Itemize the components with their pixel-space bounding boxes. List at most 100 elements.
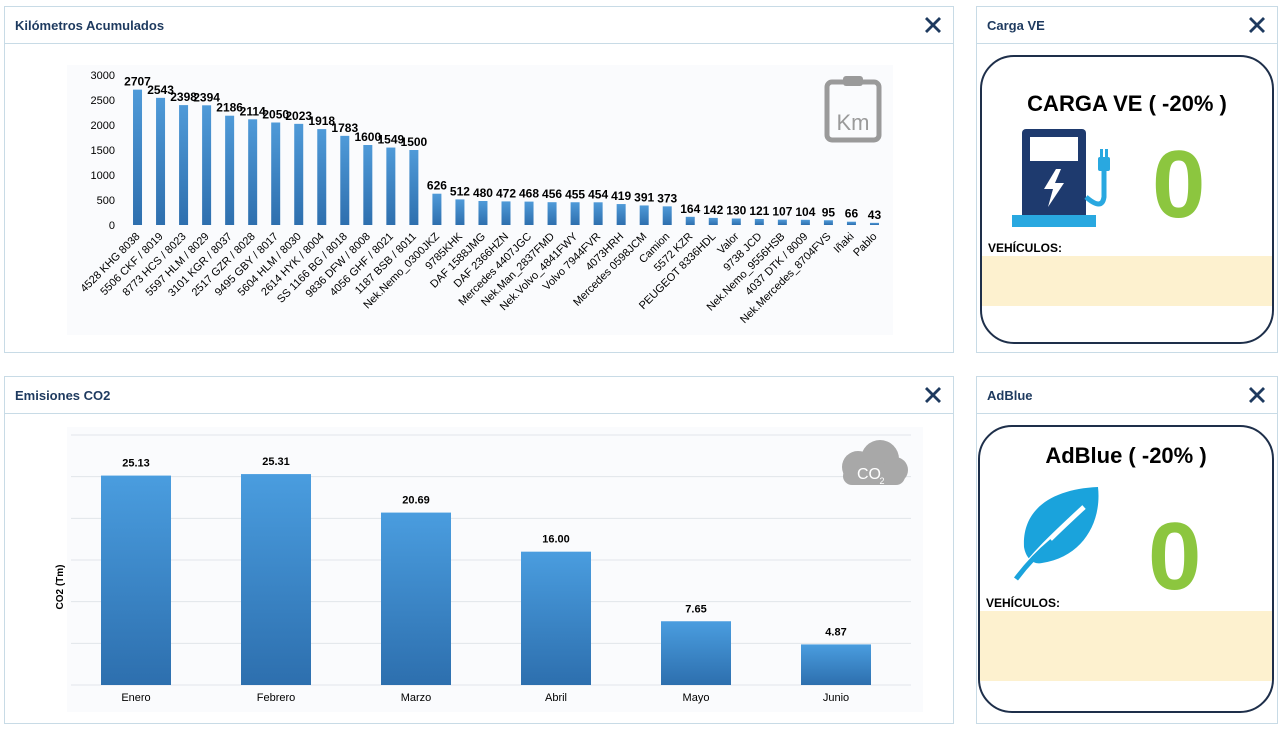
adblue-vehicles-label: VEHÍCULOS: bbox=[986, 596, 1061, 610]
km-bar bbox=[340, 135, 350, 225]
km-bar-value: 1783 bbox=[331, 121, 358, 135]
adblue-panel: AdBlue AdBlue ( -20% ) 0 VEHÍCULOS: bbox=[976, 376, 1278, 724]
co2-icon-sub: 2 bbox=[879, 476, 884, 486]
km-bar-value: 1549 bbox=[377, 133, 404, 147]
km-bar bbox=[731, 218, 741, 225]
km-bar-value: 1500 bbox=[401, 135, 428, 149]
co2-category-label: Mayo bbox=[683, 692, 710, 704]
co2-bar bbox=[661, 621, 731, 685]
km-bar-value: 419 bbox=[611, 189, 631, 203]
km-bar bbox=[685, 216, 695, 225]
km-bar-value: 43 bbox=[868, 208, 882, 222]
co2-bar bbox=[521, 551, 591, 685]
km-panel-header: Kilómetros Acumulados bbox=[5, 7, 953, 44]
km-bar bbox=[708, 217, 718, 225]
km-bar-value: 95 bbox=[822, 205, 836, 219]
km-bar-value: 512 bbox=[450, 184, 470, 198]
km-bar bbox=[524, 201, 534, 225]
km-bar-value: 456 bbox=[542, 187, 562, 201]
co2-bar bbox=[381, 512, 451, 685]
co2-category-label: Febrero bbox=[257, 692, 296, 704]
carga-panel: Carga VE CARGA VE ( -20% ) 0 VEHÍCULOS: bbox=[976, 6, 1278, 353]
km-bar-value: 2186 bbox=[216, 101, 243, 115]
km-bar-value: 104 bbox=[795, 205, 815, 219]
km-bar-value: 2707 bbox=[124, 75, 151, 89]
km-bar bbox=[363, 145, 373, 225]
co2-bar bbox=[801, 644, 871, 685]
carga-panel-header: Carga VE bbox=[977, 7, 1277, 44]
km-bar-value: 2543 bbox=[147, 83, 174, 97]
km-bar bbox=[869, 222, 879, 225]
km-close-icon[interactable] bbox=[921, 13, 945, 37]
km-bar bbox=[823, 220, 833, 225]
km-ytick-label: 2500 bbox=[91, 95, 115, 107]
co2-chart: CO2 (Tm) CO 2 25.13 Enero 25.31 Febrero 20.69 Ma… bbox=[5, 415, 953, 723]
co2-category-label: Junio bbox=[823, 692, 849, 704]
km-bar bbox=[317, 129, 327, 225]
co2-panel-title: Emisiones CO2 bbox=[15, 388, 111, 403]
km-bar-value: 2050 bbox=[262, 108, 289, 122]
km-bar bbox=[547, 202, 557, 225]
km-bar bbox=[156, 97, 166, 225]
adblue-vehicles-list bbox=[980, 611, 1272, 681]
km-bar-value: 454 bbox=[588, 187, 608, 201]
km-bar bbox=[202, 105, 212, 225]
km-bar-value: 66 bbox=[845, 207, 859, 221]
km-bar bbox=[570, 202, 580, 225]
co2-panel-header: Emisiones CO2 bbox=[5, 377, 953, 414]
km-ytick-label: 1000 bbox=[91, 170, 115, 182]
co2-bar-value: 25.31 bbox=[262, 456, 290, 468]
charging-station-icon bbox=[1010, 127, 1120, 231]
km-ytick-label: 1500 bbox=[91, 145, 115, 157]
km-bar-value: 121 bbox=[749, 204, 769, 218]
km-bar bbox=[455, 199, 465, 225]
km-bar-value: 2114 bbox=[240, 104, 266, 118]
km-chart: 0 500 1000 1500 2000 2500 3000 Km 2707 4528 KHG 8… bbox=[5, 45, 953, 352]
km-ytick-label: 3000 bbox=[91, 70, 115, 82]
km-bar bbox=[133, 89, 143, 226]
co2-chart-svg: CO2 (Tm) CO2 25.13 Enero 25.31 Febrero 20.69 Ma… bbox=[55, 427, 923, 712]
adblue-card-title: AdBlue ( -20% ) bbox=[1045, 443, 1207, 468]
km-bar-value: 130 bbox=[726, 204, 746, 218]
co2-category-label: Abril bbox=[545, 692, 567, 704]
adblue-panel-header: AdBlue bbox=[977, 377, 1277, 414]
km-bar-value: 373 bbox=[657, 191, 677, 205]
km-bar bbox=[432, 193, 442, 225]
co2-icon-label: CO bbox=[857, 466, 881, 483]
carga-vehicles-list bbox=[982, 256, 1272, 306]
co2-bar bbox=[241, 474, 311, 685]
co2-panel: Emisiones CO2 CO2 (Tm) CO 2 25.13 Enero 25.31… bbox=[4, 376, 954, 724]
km-bar bbox=[386, 147, 396, 225]
km-bar-value: 107 bbox=[772, 205, 792, 219]
km-bar bbox=[800, 219, 810, 225]
km-bar bbox=[593, 202, 603, 225]
km-bar bbox=[754, 218, 764, 225]
km-bar-value: 2394 bbox=[193, 90, 220, 104]
co2-bar-value: 4.87 bbox=[825, 626, 846, 638]
carga-card: CARGA VE ( -20% ) 0 VEHÍCULOS: bbox=[980, 55, 1274, 344]
km-bar bbox=[409, 150, 419, 225]
km-bar-value: 468 bbox=[519, 187, 539, 201]
km-bar-value: 480 bbox=[473, 186, 493, 200]
km-clipboard-icon: Km bbox=[824, 76, 882, 143]
adblue-close-icon[interactable] bbox=[1245, 383, 1269, 407]
km-bar-value: 142 bbox=[703, 203, 723, 217]
km-bar-value: 1600 bbox=[354, 130, 381, 144]
km-bar bbox=[478, 201, 488, 225]
co2-close-icon[interactable] bbox=[921, 383, 945, 407]
co2-plot-bg bbox=[67, 427, 923, 712]
km-bar bbox=[225, 115, 235, 225]
adblue-panel-title: AdBlue bbox=[987, 388, 1033, 403]
co2-bar-value: 7.65 bbox=[685, 603, 706, 615]
km-icon-label: Km bbox=[837, 110, 870, 135]
carga-panel-title: Carga VE bbox=[987, 18, 1045, 33]
co2-category-label: Marzo bbox=[401, 692, 432, 704]
km-bar bbox=[639, 205, 649, 225]
carga-close-icon[interactable] bbox=[1245, 13, 1269, 37]
carga-card-title: CARGA VE ( -20% ) bbox=[1027, 91, 1227, 116]
km-ytick-label: 2000 bbox=[91, 120, 115, 132]
km-bar-value: 472 bbox=[496, 186, 516, 200]
leaf-icon bbox=[1012, 483, 1104, 581]
km-panel-title: Kilómetros Acumulados bbox=[15, 18, 165, 33]
